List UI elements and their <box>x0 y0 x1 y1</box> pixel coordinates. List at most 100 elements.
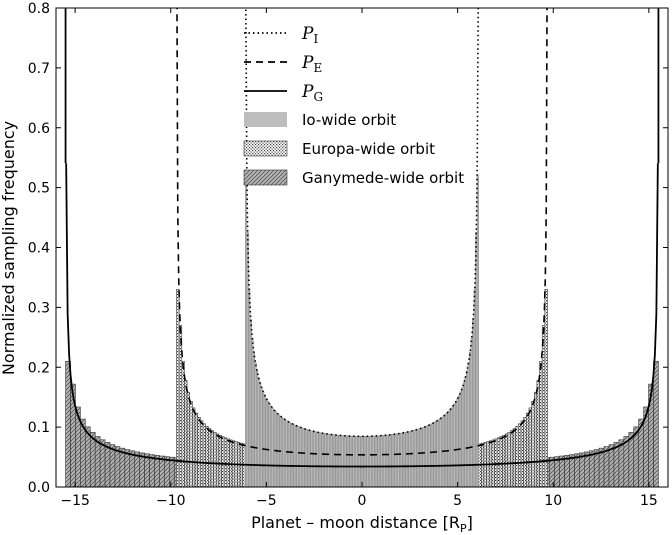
legend-label: Io-wide orbit <box>302 111 396 129</box>
histogram-bar <box>507 432 511 487</box>
histogram-bar <box>499 436 503 487</box>
histogram-bar <box>539 361 543 487</box>
legend-swatch-diagonal-hatch <box>243 169 288 186</box>
probability-curves <box>64 8 660 468</box>
x-axis: −15 −10 −5 0 5 10 15 <box>60 8 658 509</box>
histogram-bar <box>531 401 535 487</box>
histogram-bar <box>192 407 196 487</box>
histogram-bar <box>593 449 600 487</box>
histogram-bar <box>213 432 217 487</box>
y-tick-label: 0.0 <box>28 480 50 496</box>
x-tick-label: −10 <box>156 493 186 509</box>
histogram-bar <box>104 442 111 487</box>
histogram-bar <box>528 407 532 487</box>
histogram-bar <box>200 420 204 487</box>
histogram-bar <box>99 439 106 487</box>
histogram-bar <box>588 450 595 487</box>
histogram-bar <box>139 452 145 487</box>
legend: PI PE PG Io-wide orbit Europa-wide orbit Gany… <box>243 24 464 187</box>
histogram-bar <box>512 428 517 487</box>
y-tick-label: 0.2 <box>28 360 50 376</box>
histogram-bar <box>159 455 165 487</box>
histogram-bar <box>226 438 230 487</box>
y-tick-label: 0.5 <box>28 181 50 197</box>
y-tick-label: 0.8 <box>28 1 50 17</box>
histogram-bar <box>178 325 183 487</box>
y-tick-label: 0.3 <box>28 300 50 316</box>
x-axis-label: Planet – moon distance [RP] <box>251 513 473 535</box>
histogram-bar <box>134 451 140 487</box>
histogram-bar <box>536 380 540 487</box>
legend-label: PE <box>301 53 322 75</box>
histogram-bar <box>194 412 198 487</box>
x-tick-label: 10 <box>544 493 562 509</box>
histogram-bar <box>119 447 126 487</box>
histogram-bar <box>613 442 620 487</box>
curve-solid <box>65 163 659 468</box>
histogram-bar <box>510 430 514 487</box>
histogram-bar <box>623 436 630 487</box>
histogram-bar <box>189 401 193 487</box>
y-axis-label: Normalized sampling frequency <box>0 121 18 375</box>
histogram-bar <box>579 452 585 487</box>
histogram-bar <box>94 436 101 487</box>
y-tick-label: 0.6 <box>28 121 50 137</box>
x-tick-label: −5 <box>256 493 277 509</box>
histogram-bar <box>533 392 538 487</box>
histogram-bar <box>207 428 212 487</box>
plot-frame <box>55 7 669 488</box>
y-tick-label: 0.7 <box>28 61 50 77</box>
x-tick-label: 5 <box>453 493 462 509</box>
histogram-bar <box>114 446 121 487</box>
legend-label: Ganymede-wide orbit <box>302 169 464 187</box>
histogram-bar <box>476 175 479 487</box>
histogram-bar <box>65 360 71 487</box>
histogram-bar <box>109 444 116 487</box>
legend-label: Europa-wide orbit <box>302 140 435 158</box>
legend-label: PG <box>301 82 323 104</box>
histogram-bar <box>164 456 170 487</box>
x-tick-label: −15 <box>60 493 90 509</box>
histogram-bar <box>218 435 222 487</box>
io-histogram <box>245 175 479 487</box>
y-axis: 0.0 0.1 0.2 0.3 0.4 0.5 0.6 0.7 0.8 <box>28 1 668 496</box>
histogram-bar <box>526 412 530 487</box>
histogram-bar <box>598 447 605 487</box>
curve-dashed <box>176 8 548 456</box>
histogram-bar <box>559 455 565 487</box>
histogram-bar <box>554 456 560 487</box>
histogram-bar <box>169 456 175 487</box>
histogram-bar <box>494 438 498 487</box>
histogram-bar <box>549 456 555 487</box>
histogram-bar <box>518 423 522 487</box>
histogram-bar <box>210 430 214 487</box>
histogram-bar <box>653 360 659 487</box>
histogram-bar <box>223 437 228 487</box>
y-tick-label: 0.1 <box>28 420 50 436</box>
histogram-bar <box>541 325 546 487</box>
histogram-bar <box>205 426 209 487</box>
histogram-bar <box>154 455 160 487</box>
histogram-bar <box>603 446 610 487</box>
histogram-bar <box>515 426 519 487</box>
histogram-bar <box>569 454 575 487</box>
legend-swatch-dotted-hatch <box>243 140 288 157</box>
histogram-bar <box>502 435 506 487</box>
histogram-bar <box>221 436 225 487</box>
legend-label: PI <box>301 24 318 46</box>
histogram-bar <box>574 453 580 487</box>
histogram-bar <box>176 289 180 487</box>
histogram-bar <box>144 453 150 487</box>
histogram-bar <box>618 439 625 487</box>
plot-area <box>64 8 660 487</box>
curve-dotted <box>244 8 480 438</box>
histogram-bar <box>124 449 131 487</box>
x-tick-label: 0 <box>358 493 367 509</box>
histogram-bar <box>197 417 201 487</box>
x-tick-label: 15 <box>640 493 658 509</box>
histogram-bar <box>584 451 590 487</box>
histogram-bar <box>215 433 220 487</box>
legend-swatch-light-gray <box>244 112 287 127</box>
histogram-bar <box>496 437 501 487</box>
